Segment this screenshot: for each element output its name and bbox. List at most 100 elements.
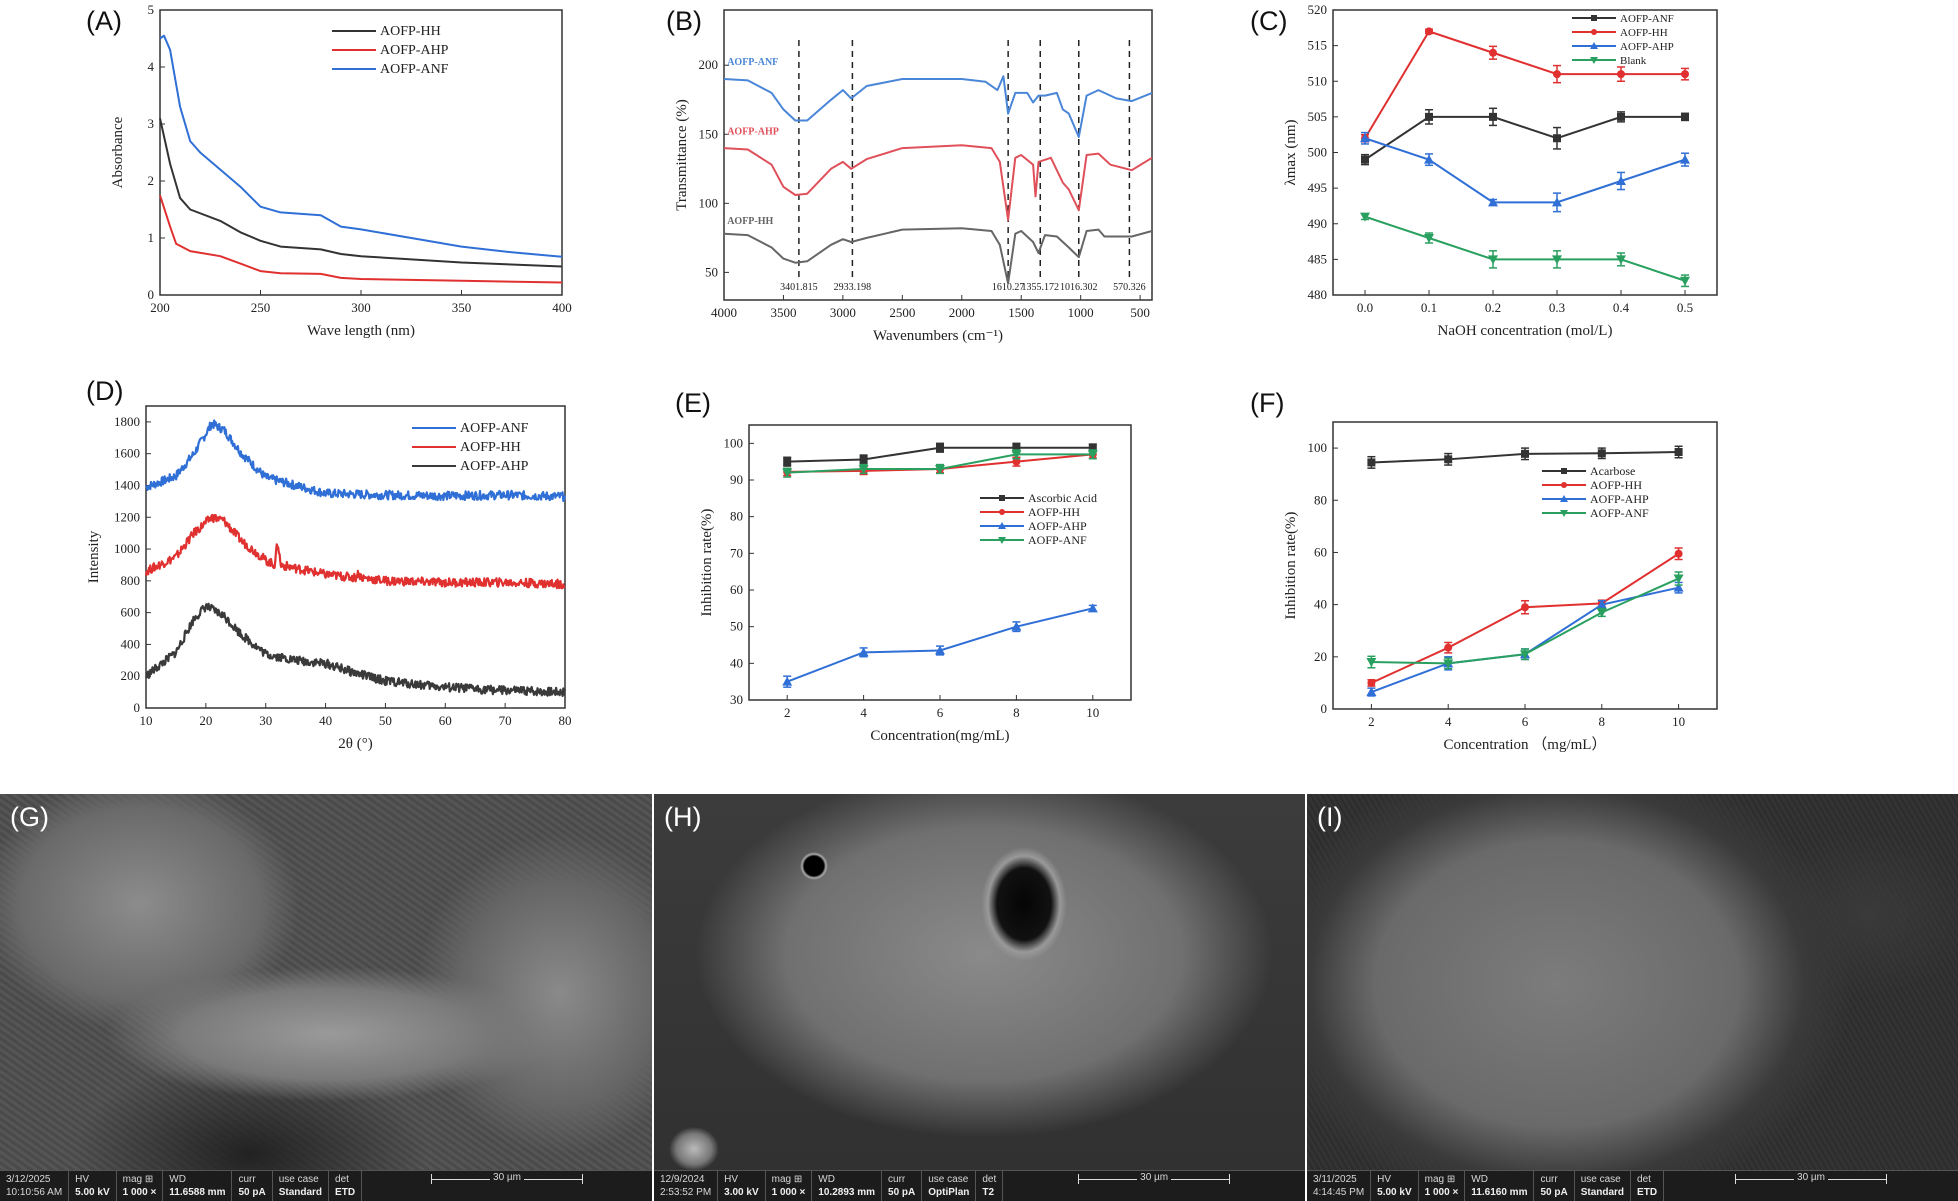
x-tick-label: 4 [1445, 714, 1452, 729]
series-aofp-hh: AOFP-HH [1367, 478, 1683, 687]
y-tick-label: 510 [1308, 73, 1328, 88]
data-point-triangle-down [1552, 255, 1562, 265]
x-axis-label: Concentration （mg/mL） [1444, 736, 1607, 753]
legend-label: AOFP-ANF [460, 421, 529, 436]
y-tick-label: 1 [148, 230, 155, 245]
plot-frame [723, 9, 1153, 301]
data-point-square [999, 495, 1005, 501]
data-point-triangle-up [1360, 133, 1370, 143]
curr-value: 50 pA [238, 1187, 266, 1198]
scale-bar: 30 µm [431, 1172, 584, 1184]
sem-image-h: (H) 12/9/2024 2:53:52 PM HV 3.00 kV mag ⊞ 1… [654, 794, 1305, 1201]
data-point-circle [1012, 457, 1021, 466]
y-tick-label: 515 [1308, 38, 1328, 53]
x-axis-label: NaOH concentration (mol/L) [1438, 323, 1613, 339]
panel-label-c: (C) [1250, 6, 1288, 36]
x-tick-label: 4 [860, 705, 867, 720]
use-case-label: use case [928, 1174, 969, 1185]
curr-label: curr [888, 1174, 906, 1185]
data-point-square [1591, 15, 1597, 21]
y-tick-label: 100 [699, 195, 719, 210]
series-aofp-ahp: AOFP-AHP [782, 519, 1098, 688]
series-ascorbic-acid: Ascorbic Acid [783, 442, 1097, 505]
sem-date: 3/11/2025 [1313, 1174, 1357, 1185]
y-tick-label: 495 [1308, 180, 1328, 195]
y-tick-label: 100 [1308, 440, 1328, 455]
y-tick-label: 5 [148, 2, 155, 17]
curr-label: curr [238, 1174, 256, 1185]
curr-label: curr [1540, 1174, 1558, 1185]
y-tick-label: 600 [121, 605, 141, 620]
data-point-triangle-down [1590, 57, 1598, 64]
y-tick-label: 400 [121, 636, 141, 651]
y-tick-label: 3 [148, 116, 155, 131]
data-point-triangle-up [1590, 42, 1598, 49]
series-inline-label: AOFP-ANF [727, 57, 778, 68]
sem-info-bar: 3/11/2025 4:14:45 PM HV 5.00 kV mag ⊞ 1 000… [1307, 1170, 1958, 1201]
plot-frame [145, 405, 566, 709]
scale-bar: 30 µm [1078, 1172, 1231, 1184]
data-point-triangle-down [1424, 234, 1434, 243]
series-aofp-hh: AOFP-HH [1361, 27, 1689, 143]
data-point-triangle-up [858, 647, 869, 657]
hv-value: 5.00 kV [75, 1187, 110, 1198]
series-aofp-anf: AOFP-ANF [782, 449, 1098, 547]
x-tick-label: 50 [379, 713, 392, 728]
data-point-square [1561, 468, 1567, 474]
mag-value: 1 000 × [771, 1187, 806, 1198]
y-axis-label: Inhibition rate(%) [1283, 512, 1299, 620]
series-line [1364, 137, 1686, 204]
y-tick-label: 800 [121, 573, 141, 588]
x-tick-label: 6 [1522, 714, 1529, 729]
legend-label: AOFP-HH [1590, 478, 1642, 492]
y-tick-label: 1000 [114, 541, 140, 556]
data-point-square [1489, 112, 1497, 121]
hv-label: HV [724, 1174, 739, 1185]
y-tick-label: 50 [730, 619, 743, 634]
sem-date: 12/9/2024 [660, 1174, 705, 1185]
series-aofp-anf: AOFP-ANF [1366, 506, 1684, 670]
y-tick-label: 520 [1308, 2, 1328, 17]
x-axis-label: 2θ (°) [338, 736, 372, 752]
y-tick-label: 20 [1314, 649, 1327, 664]
wd-value: 11.6160 mm [1471, 1187, 1528, 1198]
data-point-triangle-down [935, 465, 945, 474]
y-tick-label: 50 [705, 264, 718, 279]
y-tick-label: 80 [1314, 492, 1327, 507]
wd-label: WD [818, 1174, 835, 1185]
legend-label: AOFP-HH [1028, 505, 1080, 519]
series-line [159, 118, 563, 268]
data-point-triangle-down [1680, 276, 1690, 286]
x-tick-label: 2 [784, 705, 791, 720]
x-tick-label: 250 [251, 300, 271, 315]
reference-label: 3401.815 [780, 282, 818, 293]
x-tick-label: 3500 [770, 305, 796, 320]
sem-time: 2:53:52 PM [660, 1187, 712, 1198]
series-acarbose: Acarbose [1367, 445, 1683, 478]
mag-label: mag ⊞ [1424, 1174, 1456, 1185]
panel-label-g: (G) [10, 802, 49, 832]
data-point-square [859, 455, 868, 464]
x-tick-label: 400 [552, 300, 572, 315]
y-tick-label: 100 [724, 435, 744, 450]
y-tick-label: 200 [121, 668, 141, 683]
use-case-value: Standard [278, 1187, 323, 1198]
data-point-triangle-down [1443, 659, 1454, 669]
series-aofp-hh: AOFP-HH [159, 24, 563, 268]
panel-label-d: (D) [86, 376, 124, 406]
y-tick-label: 480 [1308, 287, 1328, 302]
series-line [723, 227, 1153, 285]
data-point-triangle-down [998, 537, 1006, 544]
series-aofp-ahp: AOFP-AHP [145, 459, 566, 698]
x-tick-label: 40 [319, 713, 332, 728]
data-point-square [1425, 112, 1433, 121]
data-point-circle [1425, 27, 1433, 36]
series-blank: Blank [1360, 55, 1690, 288]
legend-label: AOFP-ANF [1620, 13, 1674, 25]
series-aofp-anf: AOFP-ANF [145, 419, 566, 502]
scale-label: 30 µm [490, 1172, 525, 1183]
x-tick-label: 2 [1368, 714, 1375, 729]
data-point-circle [1367, 678, 1376, 687]
legend-label: AOFP-HH [1620, 27, 1668, 39]
